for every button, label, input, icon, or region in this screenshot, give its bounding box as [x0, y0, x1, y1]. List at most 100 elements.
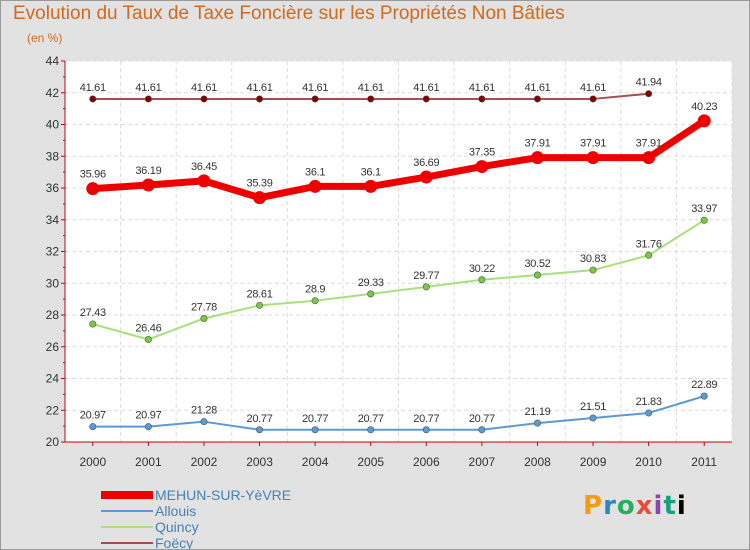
y-tick-label: 40	[46, 118, 60, 132]
data-label: 20.77	[247, 413, 273, 425]
data-label: 31.76	[636, 238, 662, 250]
data-label: 36.1	[305, 166, 325, 178]
data-label: 37.91	[524, 138, 550, 150]
data-point	[311, 95, 319, 103]
data-point	[311, 426, 319, 434]
y-tick-label: 32	[46, 245, 60, 259]
data-label: 20.97	[80, 410, 106, 422]
data-label: 29.77	[413, 270, 439, 282]
data-label: 30.22	[469, 263, 495, 275]
y-tick-label: 42	[46, 86, 60, 100]
data-point	[256, 426, 264, 434]
data-point	[89, 320, 97, 328]
data-label: 20.77	[469, 413, 495, 425]
data-point	[256, 301, 264, 309]
y-tick-label: 20	[46, 435, 60, 449]
data-point	[86, 182, 100, 196]
data-label: 30.52	[524, 258, 550, 270]
data-label: 33.97	[691, 203, 717, 215]
data-label: 21.51	[580, 401, 606, 413]
data-point	[144, 423, 152, 431]
proxiti-logo: Proxiti	[583, 491, 687, 521]
data-point	[422, 283, 430, 291]
y-tick-label: 44	[46, 54, 60, 68]
data-label: 41.61	[413, 82, 439, 94]
legend-swatch	[101, 510, 153, 512]
x-tick-label: 2008	[524, 455, 551, 469]
data-point	[642, 151, 656, 165]
data-point	[645, 251, 653, 259]
data-point	[478, 276, 486, 284]
legend-label: MEHUN-SUR-YèVRE	[155, 487, 292, 503]
data-point	[253, 191, 267, 205]
data-point	[200, 314, 208, 322]
x-tick-label: 2011	[691, 455, 717, 469]
data-point	[533, 95, 541, 103]
x-tick-label: 2005	[357, 455, 384, 469]
data-label: 37.91	[580, 138, 606, 150]
data-point	[533, 419, 541, 427]
data-point	[419, 170, 433, 184]
data-point	[311, 297, 319, 305]
chart-title: Evolution du Taux de Taxe Foncière sur l…	[13, 3, 565, 24]
data-label: 28.9	[305, 284, 325, 296]
y-tick-label: 38	[46, 149, 60, 163]
data-label: 30.83	[580, 253, 606, 265]
data-point	[589, 95, 597, 103]
data-point	[367, 426, 375, 434]
data-point	[200, 95, 208, 103]
x-tick-label: 2000	[79, 455, 106, 469]
data-point	[645, 409, 653, 417]
x-tick-label: 2006	[413, 455, 440, 469]
x-tick-label: 2009	[580, 455, 607, 469]
data-point	[589, 266, 597, 274]
legend-swatch	[101, 491, 153, 499]
data-label: 41.61	[302, 82, 328, 94]
data-label: 40.23	[691, 101, 717, 113]
data-point	[89, 423, 97, 431]
data-point	[141, 178, 155, 192]
data-label: 26.46	[135, 322, 161, 334]
data-label: 20.77	[413, 413, 439, 425]
data-label: 41.61	[247, 82, 273, 94]
data-point	[533, 271, 541, 279]
y-tick-label: 30	[46, 276, 60, 290]
data-point	[645, 90, 653, 98]
data-label: 37.35	[469, 147, 495, 159]
legend-label: Foëcy	[155, 535, 194, 550]
data-label: 36.69	[413, 157, 439, 169]
logo-letter: r	[603, 491, 617, 521]
data-point	[144, 95, 152, 103]
data-point	[144, 335, 152, 343]
data-point	[589, 414, 597, 422]
series-line-1	[91, 395, 706, 431]
data-label: 21.28	[191, 405, 217, 417]
data-label: 41.61	[358, 82, 384, 94]
data-point	[367, 290, 375, 298]
data-point	[586, 151, 600, 165]
data-label: 35.96	[80, 169, 106, 181]
legend-label: Allouis	[155, 503, 197, 519]
y-tick-label: 28	[46, 308, 60, 322]
data-point	[197, 174, 211, 188]
data-point	[200, 418, 208, 426]
data-point	[422, 95, 430, 103]
data-point	[364, 179, 378, 193]
y-tick-label: 24	[46, 372, 60, 386]
y-tick-label: 34	[46, 213, 60, 227]
data-label: 22.89	[691, 379, 717, 391]
data-label: 35.39	[247, 178, 273, 190]
data-label: 29.33	[358, 277, 384, 289]
series-line-0	[89, 117, 708, 202]
data-label: 41.94	[636, 77, 662, 89]
y-tick-label: 26	[46, 340, 60, 354]
logo-letter: t	[663, 491, 677, 521]
data-label: 27.43	[80, 307, 106, 319]
data-point	[256, 95, 264, 103]
data-label: 36.45	[191, 161, 217, 173]
data-label: 27.78	[191, 301, 217, 313]
data-label: 41.61	[580, 82, 606, 94]
data-label: 41.61	[135, 82, 161, 94]
